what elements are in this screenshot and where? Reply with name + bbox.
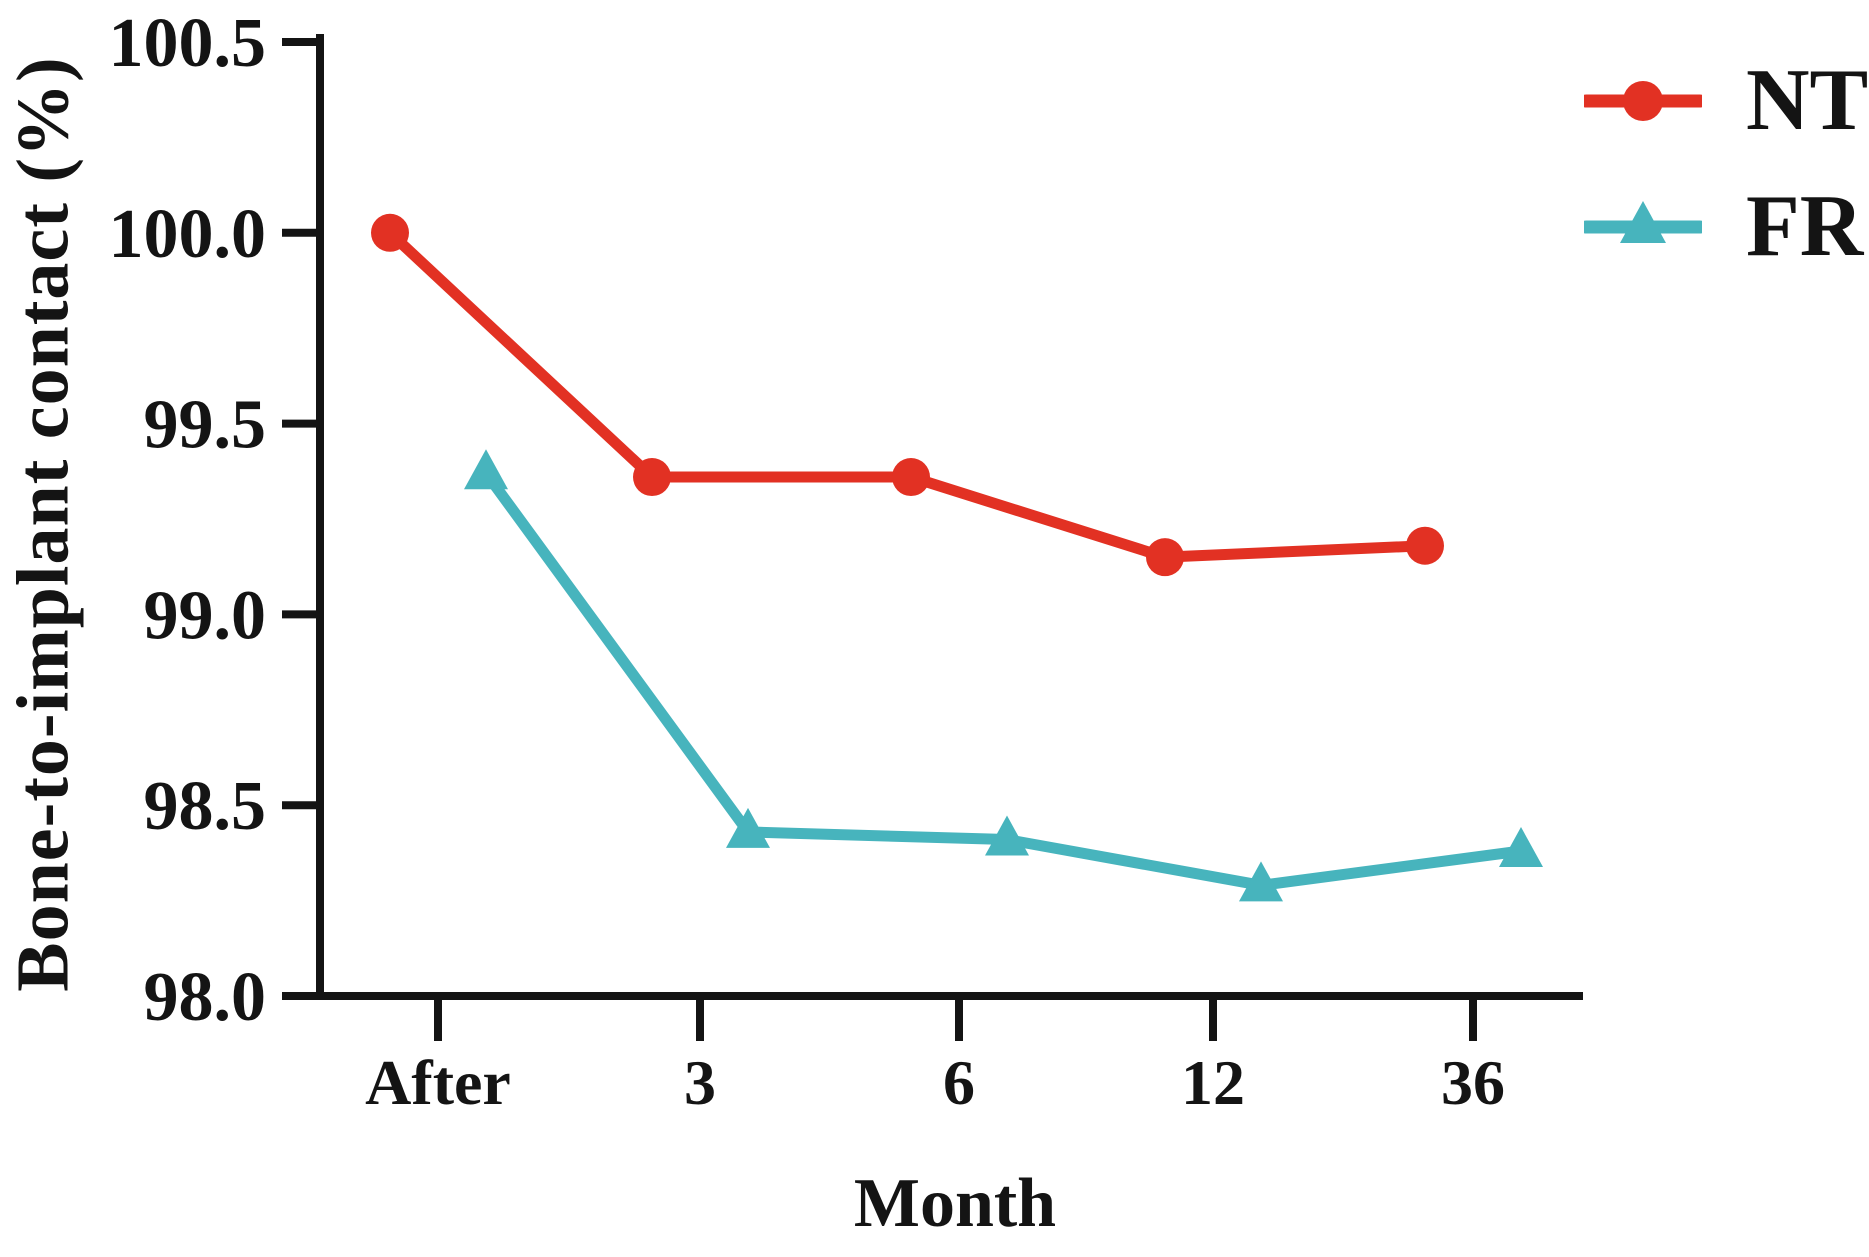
x-tick-label: 12 xyxy=(1181,1047,1245,1118)
y-tick-label: 99.5 xyxy=(144,387,267,464)
y-tick-label: 99.0 xyxy=(144,577,267,654)
data-point-fr xyxy=(985,815,1029,856)
data-point-fr xyxy=(1499,826,1543,867)
data-point-nt xyxy=(371,213,409,252)
y-tick-label: 100.5 xyxy=(109,5,267,82)
legend-triangle-marker xyxy=(1620,201,1666,243)
data-point-nt xyxy=(1406,526,1444,565)
data-point-fr xyxy=(464,449,508,490)
data-point-fr xyxy=(1239,861,1283,902)
legend-item-fr: FR xyxy=(1584,164,1868,290)
data-point-nt xyxy=(892,458,930,497)
legend-label-fr: FR xyxy=(1746,178,1864,275)
data-point-nt xyxy=(633,458,671,497)
x-tick-label: 3 xyxy=(684,1047,716,1118)
nt-line-circle-marker-icon xyxy=(1584,81,1702,121)
y-tick-label: 98.0 xyxy=(144,959,267,1036)
legend-label-nt: NT xyxy=(1746,52,1869,149)
x-tick-label: 6 xyxy=(943,1047,975,1118)
x-axis-label: Month xyxy=(853,1165,1057,1242)
y-tick-label: 100.0 xyxy=(109,196,267,273)
x-tick-label: After xyxy=(365,1047,511,1118)
legend: NT FR xyxy=(1584,38,1868,290)
y-axis-label: Bone-to-implant contact (%) xyxy=(2,56,85,992)
legend-circle-marker xyxy=(1623,81,1663,121)
x-tick-label: 36 xyxy=(1441,1047,1505,1118)
data-point-nt xyxy=(1146,538,1184,577)
data-point-fr xyxy=(726,807,770,848)
y-tick-label: 98.5 xyxy=(144,768,267,845)
series-line-nt xyxy=(384,227,1431,563)
legend-item-nt: NT xyxy=(1584,38,1868,164)
fr-line-triangle-marker-icon xyxy=(1584,201,1702,243)
